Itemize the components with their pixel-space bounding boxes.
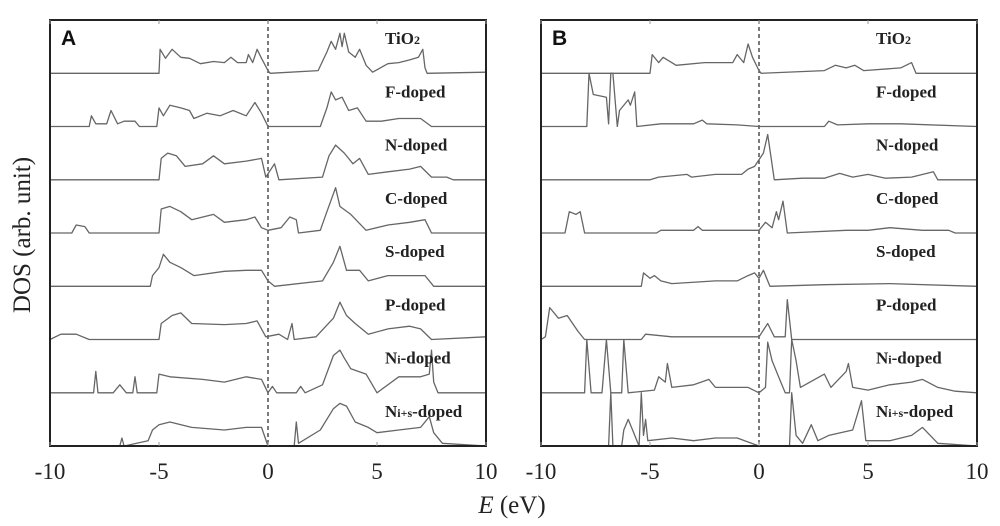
x-tick-label: 10 xyxy=(475,459,498,484)
series-label-sub: i xyxy=(888,353,892,367)
dos-curve-3 xyxy=(541,133,977,181)
series-label: TiO2 xyxy=(876,29,911,48)
dos-curve-1 xyxy=(541,43,977,74)
series-label: P-doped xyxy=(385,295,446,314)
series-label: F-doped xyxy=(876,82,937,101)
series-label-sub: i+s xyxy=(888,406,903,420)
dos-curve-6 xyxy=(540,298,977,341)
series-label-main: F-doped xyxy=(385,82,446,101)
series-label-main: P-doped xyxy=(876,295,937,314)
series-label: N-doped xyxy=(385,136,448,155)
series-label-rest: -doped xyxy=(903,402,954,421)
series-label-rest: -doped xyxy=(412,402,463,421)
series-label-main: F-doped xyxy=(876,82,937,101)
dos-curve-7 xyxy=(541,338,978,394)
x-tick-label: 5 xyxy=(371,459,383,484)
series-label-sub: 2 xyxy=(905,33,911,47)
dos-curve-8 xyxy=(541,392,978,447)
series-label-sub: i xyxy=(397,353,401,367)
dos-curve-5 xyxy=(541,269,978,287)
x-tick-label: -10 xyxy=(526,459,557,484)
x-tick-label: 0 xyxy=(262,459,274,484)
series-label: Ni-doped xyxy=(385,349,451,368)
dos-curve-2 xyxy=(541,72,978,128)
series-label: Ni+s-doped xyxy=(385,402,463,421)
series-label-main: N xyxy=(876,402,889,421)
series-label-main: N-doped xyxy=(876,136,939,155)
panel-letter: A xyxy=(61,27,76,50)
dos-curve-1 xyxy=(50,32,487,74)
dos-curve-5 xyxy=(50,245,486,287)
series-label-main: P-doped xyxy=(385,295,446,314)
series-label-main: N-doped xyxy=(385,136,448,155)
x-axis-label-symbol: E xyxy=(477,492,493,519)
series-label-sub: i+s xyxy=(397,406,412,420)
dos-curve-6 xyxy=(49,301,487,341)
series-label: Ni+s-doped xyxy=(876,402,954,421)
panel-letter: B xyxy=(552,27,567,50)
x-tick-label: 5 xyxy=(862,459,874,484)
series-label-rest: -doped xyxy=(892,349,943,368)
series-label: C-doped xyxy=(876,189,939,208)
dos-curve-8 xyxy=(50,402,487,447)
series-label: TiO2 xyxy=(385,29,420,48)
series-label: Ni-doped xyxy=(876,349,942,368)
series-label-rest: -doped xyxy=(401,349,452,368)
series-label: S-doped xyxy=(385,242,445,261)
series-label-main: S-doped xyxy=(876,242,936,261)
series-label-main: C-doped xyxy=(876,189,939,208)
dos-curve-3 xyxy=(50,144,486,181)
series-label-main: S-doped xyxy=(385,242,445,261)
series-label: F-doped xyxy=(385,82,446,101)
x-tick-label: 10 xyxy=(966,459,989,484)
dos-curve-4 xyxy=(50,187,486,234)
y-axis-label: DOS (arb. unit) xyxy=(9,157,36,313)
x-tick-label: 0 xyxy=(753,459,765,484)
x-tick-label: -5 xyxy=(640,459,659,484)
series-label-main: TiO xyxy=(876,29,905,48)
series-label: N-doped xyxy=(876,136,939,155)
dos-curve-2 xyxy=(50,91,486,128)
series-label: S-doped xyxy=(876,242,936,261)
dos-curve-7 xyxy=(50,349,486,394)
x-tick-label: -5 xyxy=(149,459,168,484)
panel-b: TiO2F-dopedN-dopedC-dopedS-dopedP-dopedN… xyxy=(526,19,989,484)
x-tick-label: -10 xyxy=(35,459,66,484)
series-label-main: N xyxy=(876,349,889,368)
series-label: P-doped xyxy=(876,295,937,314)
x-axis-label: E (eV) xyxy=(477,492,545,519)
series-label-main: C-doped xyxy=(385,189,448,208)
series-label-sub: 2 xyxy=(414,33,420,47)
series-label-main: N xyxy=(385,402,398,421)
series-label-main: N xyxy=(385,349,398,368)
dos-curve-4 xyxy=(541,200,977,234)
series-label-main: TiO xyxy=(385,29,414,48)
series-label: C-doped xyxy=(385,189,448,208)
panel-a: TiO2F-dopedN-dopedC-dopedS-dopedP-dopedN… xyxy=(35,19,498,484)
x-axis-label-unit: (eV) xyxy=(494,492,546,519)
